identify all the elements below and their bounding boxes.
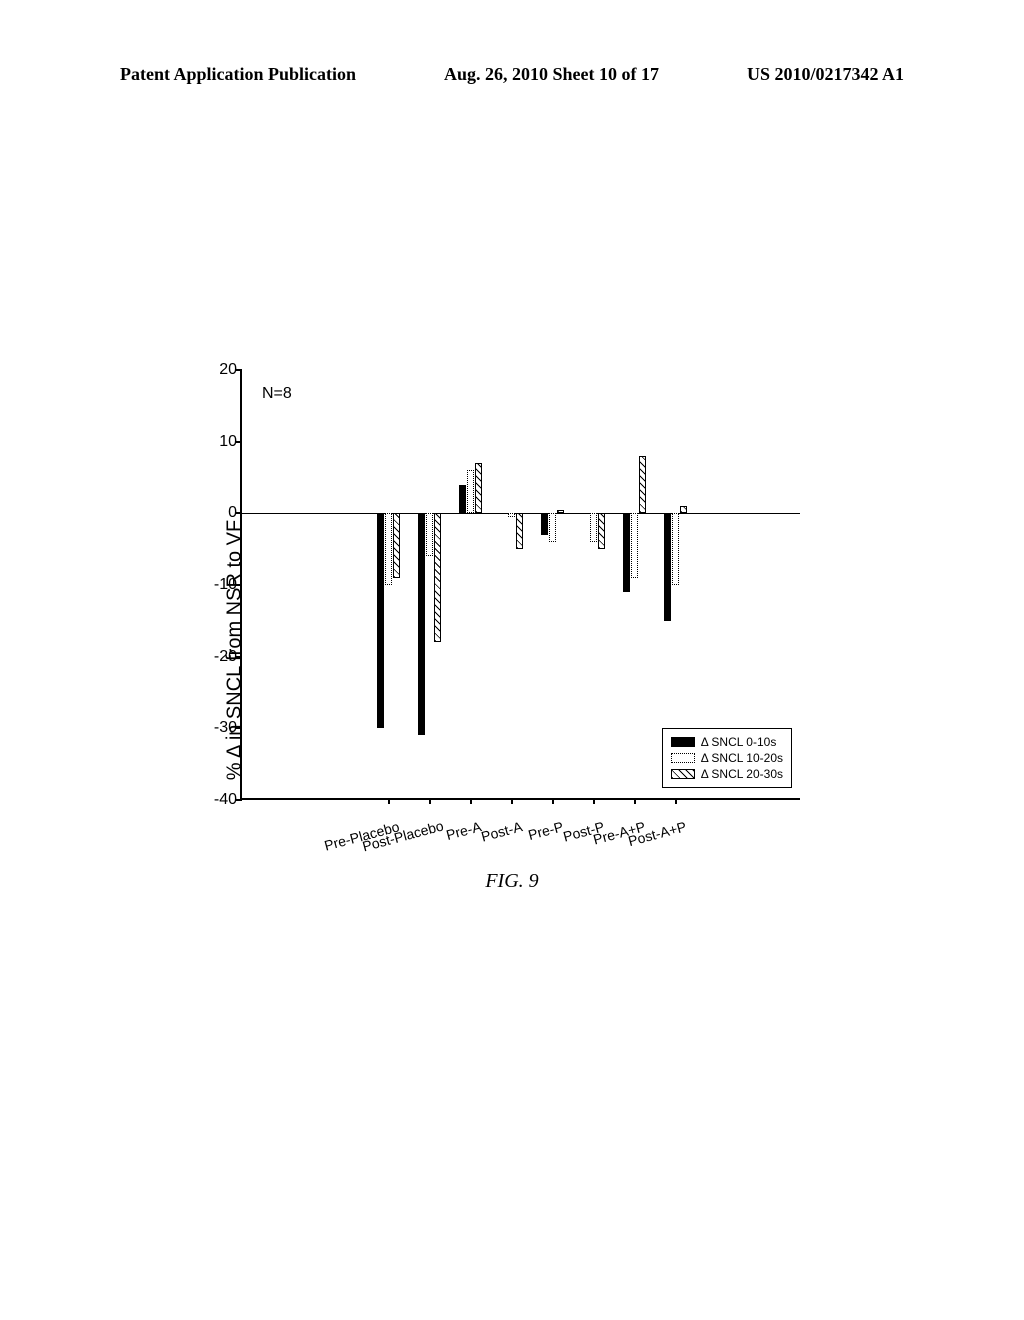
page-header: Patent Application Publication Aug. 26, … — [0, 64, 1024, 85]
y-tick-label: 0 — [197, 504, 237, 522]
bar — [516, 513, 523, 549]
x-tick-mark — [388, 798, 390, 804]
legend-swatch — [671, 737, 695, 747]
bar — [623, 513, 630, 592]
x-tick-mark — [511, 798, 513, 804]
x-tick-mark — [470, 798, 472, 804]
bar — [680, 506, 687, 513]
y-tick-mark — [236, 727, 242, 729]
bar — [549, 513, 556, 542]
legend-label: Δ SNCL 10-20s — [701, 751, 783, 765]
y-tick-mark — [236, 584, 242, 586]
plot-area: 20100-10-20-30-40N=8Pre-PlaceboPost-Plac… — [240, 370, 800, 800]
bar — [582, 513, 589, 514]
y-tick-label: -10 — [197, 576, 237, 594]
y-tick-label: 20 — [197, 361, 237, 379]
y-tick-mark — [236, 441, 242, 443]
header-left: Patent Application Publication — [120, 64, 356, 85]
bar — [590, 513, 597, 542]
bar — [631, 513, 638, 578]
bar — [500, 513, 507, 514]
x-tick-mark — [593, 798, 595, 804]
bar — [475, 463, 482, 513]
bar — [541, 513, 548, 535]
legend-swatch — [671, 769, 695, 779]
header-right: US 2010/0217342 A1 — [747, 64, 904, 85]
y-tick-label: -20 — [197, 648, 237, 666]
y-tick-mark — [236, 656, 242, 658]
bar — [639, 456, 646, 513]
x-tick-mark — [552, 798, 554, 804]
legend-item: Δ SNCL 0-10s — [671, 735, 783, 749]
y-tick-label: 10 — [197, 433, 237, 451]
bar — [467, 470, 474, 513]
legend-swatch — [671, 753, 695, 763]
bar — [426, 513, 433, 556]
chart-container: % Δ in SNCL from NSR to VF 20100-10-20-3… — [160, 350, 860, 950]
bar — [377, 513, 384, 728]
y-tick-mark — [236, 799, 242, 801]
bar — [385, 513, 392, 585]
bar — [557, 510, 564, 514]
legend-label: Δ SNCL 0-10s — [701, 735, 777, 749]
bar — [434, 513, 441, 642]
legend-item: Δ SNCL 10-20s — [671, 751, 783, 765]
bar — [418, 513, 425, 735]
n-label: N=8 — [262, 385, 292, 403]
legend-label: Δ SNCL 20-30s — [701, 767, 783, 781]
legend: Δ SNCL 0-10s Δ SNCL 10-20s Δ SNCL 20-30s — [662, 728, 792, 788]
bar — [664, 513, 671, 621]
header-center: Aug. 26, 2010 Sheet 10 of 17 — [444, 64, 659, 85]
bar — [598, 513, 605, 549]
bar — [672, 513, 679, 585]
y-tick-label: -40 — [197, 791, 237, 809]
bar — [459, 485, 466, 514]
y-tick-label: -30 — [197, 719, 237, 737]
y-tick-mark — [236, 369, 242, 371]
figure-caption: FIG. 9 — [0, 870, 1024, 893]
x-tick-mark — [634, 798, 636, 804]
bar — [393, 513, 400, 578]
legend-item: Δ SNCL 20-30s — [671, 767, 783, 781]
x-tick-mark — [675, 798, 677, 804]
x-tick-mark — [429, 798, 431, 804]
bar — [508, 513, 515, 517]
